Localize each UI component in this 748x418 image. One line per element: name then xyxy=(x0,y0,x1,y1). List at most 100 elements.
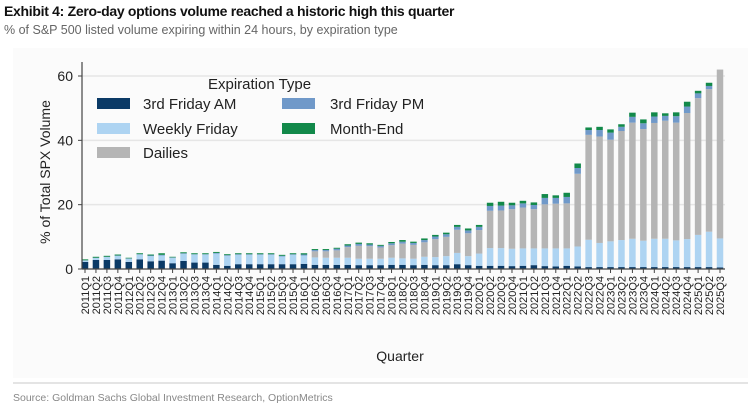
bar-stack-2023Q4 xyxy=(640,119,647,269)
bar-weekly-friday xyxy=(443,256,450,266)
bar-stack-2013Q3 xyxy=(191,253,198,269)
bar-stack-2011Q2 xyxy=(92,256,100,269)
bar-stack-2016Q3 xyxy=(322,249,330,269)
bar-stack-2017Q1 xyxy=(344,244,352,269)
bar-month-end xyxy=(158,253,165,255)
bar-3rd-friday-am xyxy=(508,266,516,269)
y-tick-label: 20 xyxy=(57,197,73,213)
x-tick-label: 2011Q3 xyxy=(102,276,114,314)
bar-dailies xyxy=(366,246,373,259)
bar-weekly-friday xyxy=(629,238,636,268)
bar-month-end xyxy=(169,256,176,258)
bar-3rd-friday-am xyxy=(103,259,111,269)
bar-3rd-friday-am xyxy=(596,267,603,269)
bar-month-end xyxy=(651,112,658,117)
bar-month-end xyxy=(267,253,275,255)
bar-stack-2013Q2 xyxy=(180,252,187,269)
bar-weekly-friday xyxy=(672,240,680,268)
bar-stack-2024Q4 xyxy=(683,101,691,269)
bar-dailies xyxy=(618,131,625,241)
bar-stack-2021Q1 xyxy=(519,200,527,269)
bar-weekly-friday xyxy=(497,248,505,266)
bar-stack-2024Q2 xyxy=(662,113,669,269)
bar-dailies xyxy=(432,239,439,258)
legend-item-month-end: Month-End xyxy=(282,121,403,138)
bar-dailies xyxy=(705,89,713,232)
x-tick-label: 2019Q3 xyxy=(452,276,464,315)
bar-3rd-friday-am xyxy=(278,264,286,269)
bar-3rd-friday-am xyxy=(705,267,713,269)
bar-3rd-friday-pm xyxy=(432,236,439,240)
bar-month-end xyxy=(410,241,417,243)
bar-stack-2020Q1 xyxy=(475,224,483,269)
bar-weekly-friday xyxy=(180,253,187,261)
bar-stack-2016Q4 xyxy=(333,247,341,269)
bar-stack-2019Q2 xyxy=(443,232,450,269)
bar-dailies xyxy=(651,122,658,239)
bar-weekly-friday xyxy=(256,254,264,265)
bar-month-end xyxy=(92,256,100,258)
bar-3rd-friday-pm xyxy=(388,243,395,246)
bar-month-end xyxy=(662,113,669,116)
bar-3rd-friday-am xyxy=(640,267,647,269)
bar-dailies xyxy=(421,242,428,257)
x-tick-label: 2011Q2 xyxy=(91,276,103,314)
bar-stack-2013Q1 xyxy=(169,256,176,269)
bar-3rd-friday-am xyxy=(158,260,165,269)
chart-title: Exhibit 4: Zero-day options volume reach… xyxy=(4,3,455,19)
bar-dailies xyxy=(355,245,362,259)
bar-stack-2018Q1 xyxy=(388,241,395,269)
bar-3rd-friday-pm xyxy=(662,115,669,121)
bar-month-end xyxy=(125,257,133,259)
bar-3rd-friday-pm xyxy=(705,85,713,90)
bar-3rd-friday-pm xyxy=(399,241,406,244)
bar-month-end xyxy=(486,202,494,206)
bar-3rd-friday-am xyxy=(683,267,691,269)
bar-weekly-friday xyxy=(344,257,352,265)
bar-weekly-friday xyxy=(322,257,330,265)
bar-weekly-friday xyxy=(388,257,395,265)
bar-weekly-friday xyxy=(191,254,198,263)
bar-stack-2022Q1 xyxy=(563,192,570,269)
bar-month-end xyxy=(629,112,636,117)
x-tick-label: 2025Q3 xyxy=(715,276,727,315)
bar-3rd-friday-am xyxy=(399,264,406,269)
bar-3rd-friday-pm xyxy=(311,250,319,252)
bar-month-end xyxy=(694,90,702,94)
bar-month-end xyxy=(432,234,439,237)
bar-month-end xyxy=(585,127,592,131)
x-tick-label: 2013Q3 xyxy=(189,276,201,315)
bar-3rd-friday-pm xyxy=(235,254,242,255)
bar-month-end xyxy=(672,112,680,117)
bar-month-end xyxy=(683,101,691,107)
x-tick-label: 2023Q4 xyxy=(638,276,650,315)
bar-month-end xyxy=(519,200,527,204)
legend-label: Weekly Friday xyxy=(143,121,238,138)
x-tick-label: 2012Q4 xyxy=(157,276,169,315)
bar-month-end xyxy=(235,253,242,255)
bar-3rd-friday-am xyxy=(147,261,154,269)
bar-3rd-friday-am xyxy=(202,262,209,269)
x-tick-label: 2021Q4 xyxy=(551,276,563,315)
bar-weekly-friday xyxy=(399,258,406,265)
bar-month-end xyxy=(388,241,395,244)
bar-stack-2018Q4 xyxy=(421,238,428,269)
bar-stack-2016Q2 xyxy=(311,249,319,269)
bar-month-end xyxy=(443,232,450,235)
x-tick-label: 2013Q2 xyxy=(179,276,191,315)
bar-weekly-friday xyxy=(81,260,89,262)
bar-stack-2025Q2 xyxy=(705,82,713,269)
bar-month-end xyxy=(464,228,472,231)
bar-month-end xyxy=(530,202,538,205)
bar-month-end xyxy=(103,255,111,257)
bar-stack-2012Q3 xyxy=(147,254,154,269)
bar-dailies xyxy=(672,122,680,241)
bar-3rd-friday-pm xyxy=(629,116,636,123)
x-tick-label: 2019Q4 xyxy=(463,276,475,315)
x-tick-label: 2023Q1 xyxy=(606,276,618,315)
bar-dailies xyxy=(475,230,483,254)
bar-3rd-friday-am xyxy=(618,267,625,269)
bar-weekly-friday xyxy=(92,258,100,260)
bar-3rd-friday-pm xyxy=(158,254,165,256)
legend-swatch xyxy=(97,98,130,109)
